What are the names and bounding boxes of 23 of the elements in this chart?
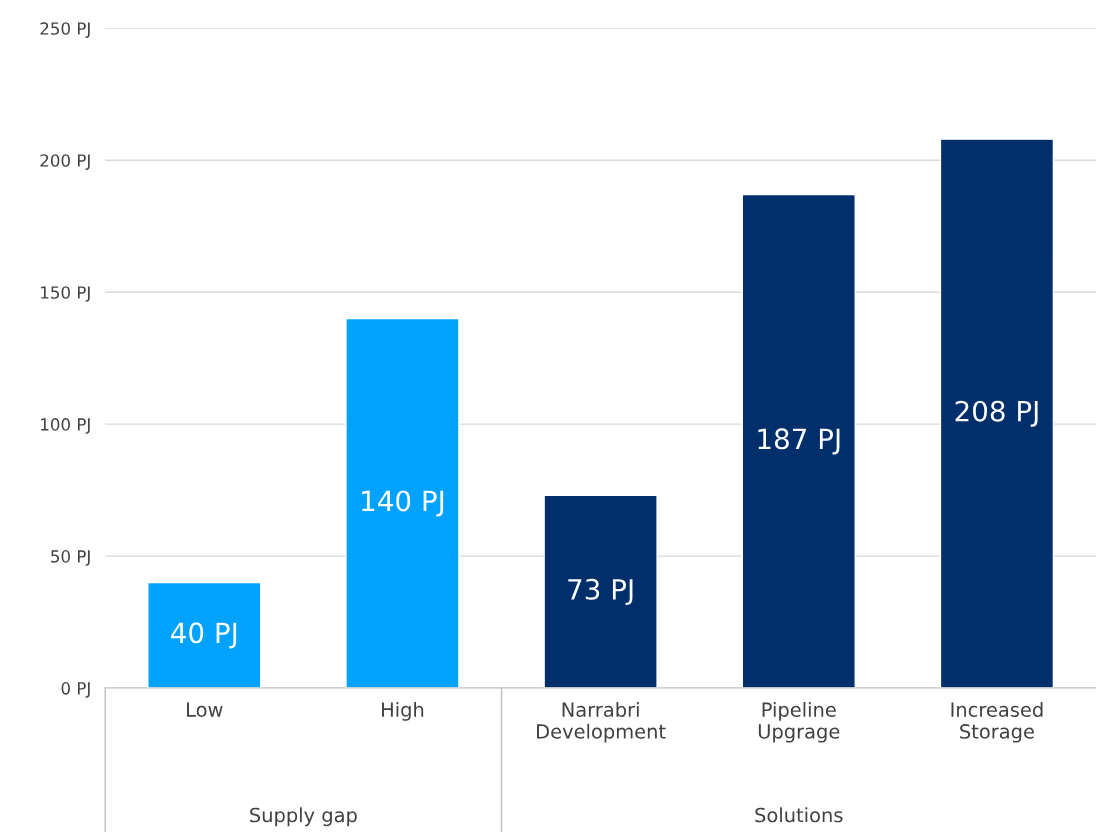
y-tick-label: 150 PJ (41, 286, 90, 302)
y-tick-label: 250 PJ (40, 22, 90, 38)
text: Solutions (755, 807, 843, 823)
data-label: 73 PJ (568, 578, 633, 605)
x-tick-label: Narrabri Development (537, 701, 666, 743)
y-tick-label: 100 PJ (41, 418, 90, 434)
bar (345, 317, 460, 689)
x-tick-label: High (382, 701, 424, 721)
x-tick-label: Low (187, 702, 223, 717)
x-tick-label: Pipeline Upgrage (758, 701, 840, 743)
data-label: 40 PJ (171, 622, 237, 649)
text: Supply gap (250, 807, 357, 827)
data-label: 140 PJ (362, 490, 444, 517)
x-tick-label: Increased Storage (951, 701, 1043, 743)
data-label: 187 PJ (758, 428, 840, 455)
bar (939, 138, 1055, 689)
data-label: 208 PJ (955, 400, 1038, 427)
bar (147, 581, 262, 689)
bar (741, 193, 856, 689)
y-tick-label: 200 PJ (40, 154, 90, 170)
y-tick-label: 50 PJ (51, 550, 90, 566)
y-tick-label: 0 PJ (61, 682, 90, 698)
bar (543, 494, 658, 689)
